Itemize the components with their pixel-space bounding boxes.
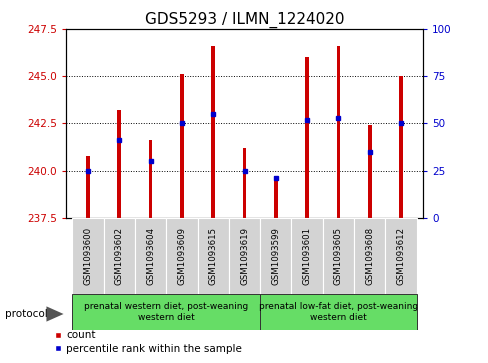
Text: GSM1093599: GSM1093599: [271, 227, 280, 285]
Bar: [291, 218, 322, 294]
Bar: [336, 46, 340, 218]
Bar: [72, 294, 260, 330]
Bar: [260, 294, 416, 330]
Legend: count, percentile rank within the sample: count, percentile rank within the sample: [49, 326, 245, 358]
Bar: [273, 176, 277, 218]
Bar: [135, 218, 166, 294]
Text: GSM1093601: GSM1093601: [302, 227, 311, 285]
Text: GSM1093605: GSM1093605: [333, 227, 342, 285]
Bar: [148, 140, 152, 218]
Text: GSM1093619: GSM1093619: [240, 227, 248, 285]
Bar: [117, 110, 121, 218]
Bar: [242, 148, 246, 218]
Bar: [180, 74, 183, 218]
Bar: [322, 218, 353, 294]
Bar: [305, 57, 308, 218]
Bar: [86, 155, 90, 218]
Text: GSM1093602: GSM1093602: [115, 227, 123, 285]
Text: prenatal western diet, post-weaning
western diet: prenatal western diet, post-weaning west…: [84, 302, 248, 322]
Bar: [353, 218, 385, 294]
Text: GSM1093604: GSM1093604: [146, 227, 155, 285]
Bar: [103, 218, 135, 294]
Polygon shape: [46, 306, 63, 322]
Bar: [228, 218, 260, 294]
Text: GSM1093609: GSM1093609: [177, 227, 186, 285]
Text: GSM1093615: GSM1093615: [208, 227, 217, 285]
Bar: [166, 218, 197, 294]
Title: GDS5293 / ILMN_1224020: GDS5293 / ILMN_1224020: [144, 12, 344, 28]
Bar: [211, 46, 215, 218]
Bar: [367, 125, 371, 218]
Text: prenatal low-fat diet, post-weaning
western diet: prenatal low-fat diet, post-weaning west…: [258, 302, 417, 322]
Bar: [260, 218, 291, 294]
Text: GSM1093600: GSM1093600: [83, 227, 92, 285]
Text: GSM1093608: GSM1093608: [365, 227, 373, 285]
Text: protocol: protocol: [5, 309, 47, 319]
Bar: [398, 76, 402, 218]
Text: GSM1093612: GSM1093612: [396, 227, 405, 285]
Bar: [385, 218, 416, 294]
Bar: [72, 218, 103, 294]
Bar: [197, 218, 228, 294]
